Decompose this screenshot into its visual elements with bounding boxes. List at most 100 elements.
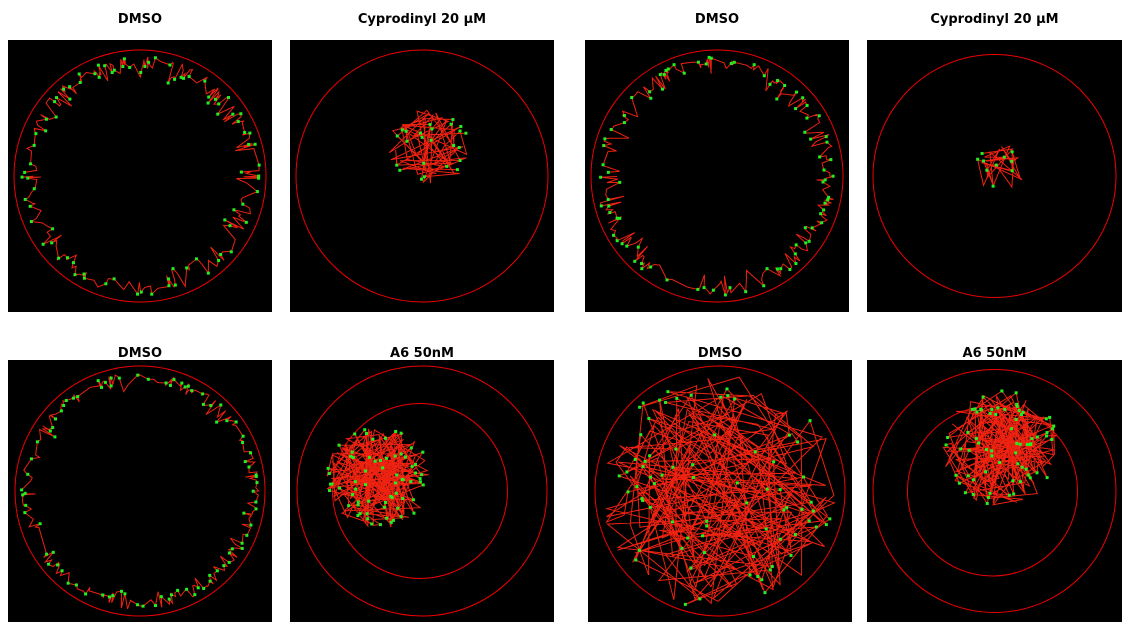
tracking-panel — [585, 40, 849, 312]
pause-point — [107, 595, 111, 599]
pause-point — [401, 496, 405, 500]
pause-point — [358, 512, 362, 516]
pause-point — [946, 435, 950, 439]
pause-point — [112, 68, 116, 72]
pause-point — [243, 460, 247, 464]
pause-point — [615, 216, 619, 220]
pause-point — [395, 473, 399, 477]
panel-title: A6 50nM — [390, 346, 454, 361]
pause-point — [457, 146, 461, 150]
pause-point — [822, 208, 826, 212]
pause-point — [330, 482, 334, 486]
pause-point — [821, 180, 825, 184]
pause-point — [371, 437, 375, 441]
pause-point — [458, 129, 462, 133]
pause-point — [353, 480, 357, 484]
pause-point — [395, 134, 399, 138]
pause-point — [217, 258, 221, 262]
pause-point — [180, 381, 184, 385]
pause-point — [32, 143, 36, 147]
pause-point — [365, 432, 369, 436]
pause-point — [227, 551, 231, 555]
pause-point — [763, 591, 767, 595]
pause-point — [169, 593, 173, 597]
pause-point — [241, 434, 245, 438]
pause-point — [60, 569, 64, 573]
pause-point — [957, 481, 961, 485]
pause-point — [38, 522, 42, 526]
pause-point — [51, 550, 55, 554]
pause-point — [391, 518, 395, 522]
pause-point — [825, 140, 829, 144]
pause-point — [182, 76, 186, 80]
pause-point — [648, 454, 652, 458]
pause-point — [765, 267, 769, 271]
pause-point — [217, 102, 221, 106]
pause-point — [428, 122, 432, 126]
pause-point — [794, 262, 798, 266]
pause-point — [241, 202, 245, 206]
pause-point — [662, 73, 666, 77]
pause-point — [973, 407, 977, 411]
pause-point — [349, 454, 353, 458]
pause-point — [389, 520, 393, 524]
pause-point — [609, 128, 613, 132]
pause-point — [601, 163, 605, 167]
pause-point — [689, 393, 693, 397]
pause-point — [71, 261, 75, 265]
pause-point — [1015, 402, 1019, 406]
pause-point — [409, 480, 413, 484]
pause-point — [787, 433, 791, 437]
arena-circle — [872, 369, 1117, 613]
pause-point — [649, 96, 653, 100]
pause-point — [639, 433, 643, 437]
pause-point — [599, 204, 603, 208]
pause-point — [464, 131, 468, 135]
pause-point — [53, 435, 57, 439]
pause-point — [985, 448, 989, 452]
pause-point — [1021, 410, 1025, 414]
pause-point — [68, 97, 72, 101]
pause-point — [240, 546, 244, 550]
pause-point — [243, 130, 247, 134]
pause-point — [166, 277, 170, 281]
pause-point — [354, 487, 358, 491]
pause-point — [1000, 389, 1004, 393]
pause-point — [748, 573, 752, 577]
pause-point — [76, 395, 80, 399]
pause-point — [744, 290, 748, 294]
pause-point — [1015, 441, 1019, 445]
pause-point — [1045, 476, 1049, 480]
pause-point — [62, 404, 66, 408]
pause-point — [254, 473, 258, 477]
pause-point — [698, 597, 702, 601]
pause-point — [253, 142, 257, 146]
pause-point — [452, 144, 456, 148]
pause-point — [625, 244, 629, 248]
pause-point — [760, 578, 764, 582]
pause-point — [612, 233, 616, 237]
pause-point — [338, 486, 342, 490]
pause-point — [981, 395, 985, 399]
pause-point — [823, 201, 827, 205]
arena-circle — [594, 365, 846, 617]
pause-point — [1035, 435, 1039, 439]
pause-point — [232, 208, 236, 212]
pause-point — [159, 595, 163, 599]
pause-point — [666, 390, 670, 394]
pause-point — [373, 459, 377, 463]
pause-point — [702, 286, 706, 290]
pause-point — [1014, 391, 1018, 395]
pause-point — [71, 396, 75, 400]
pause-point — [257, 174, 261, 178]
pause-point — [803, 130, 807, 134]
arena-circle — [872, 54, 1117, 298]
pause-point — [966, 430, 970, 434]
pause-point — [805, 103, 809, 107]
pause-point — [635, 485, 639, 489]
pause-point — [652, 482, 656, 486]
pause-point — [370, 522, 374, 526]
pause-point — [394, 429, 398, 433]
pause-point — [634, 558, 638, 562]
pause-point — [166, 81, 170, 85]
